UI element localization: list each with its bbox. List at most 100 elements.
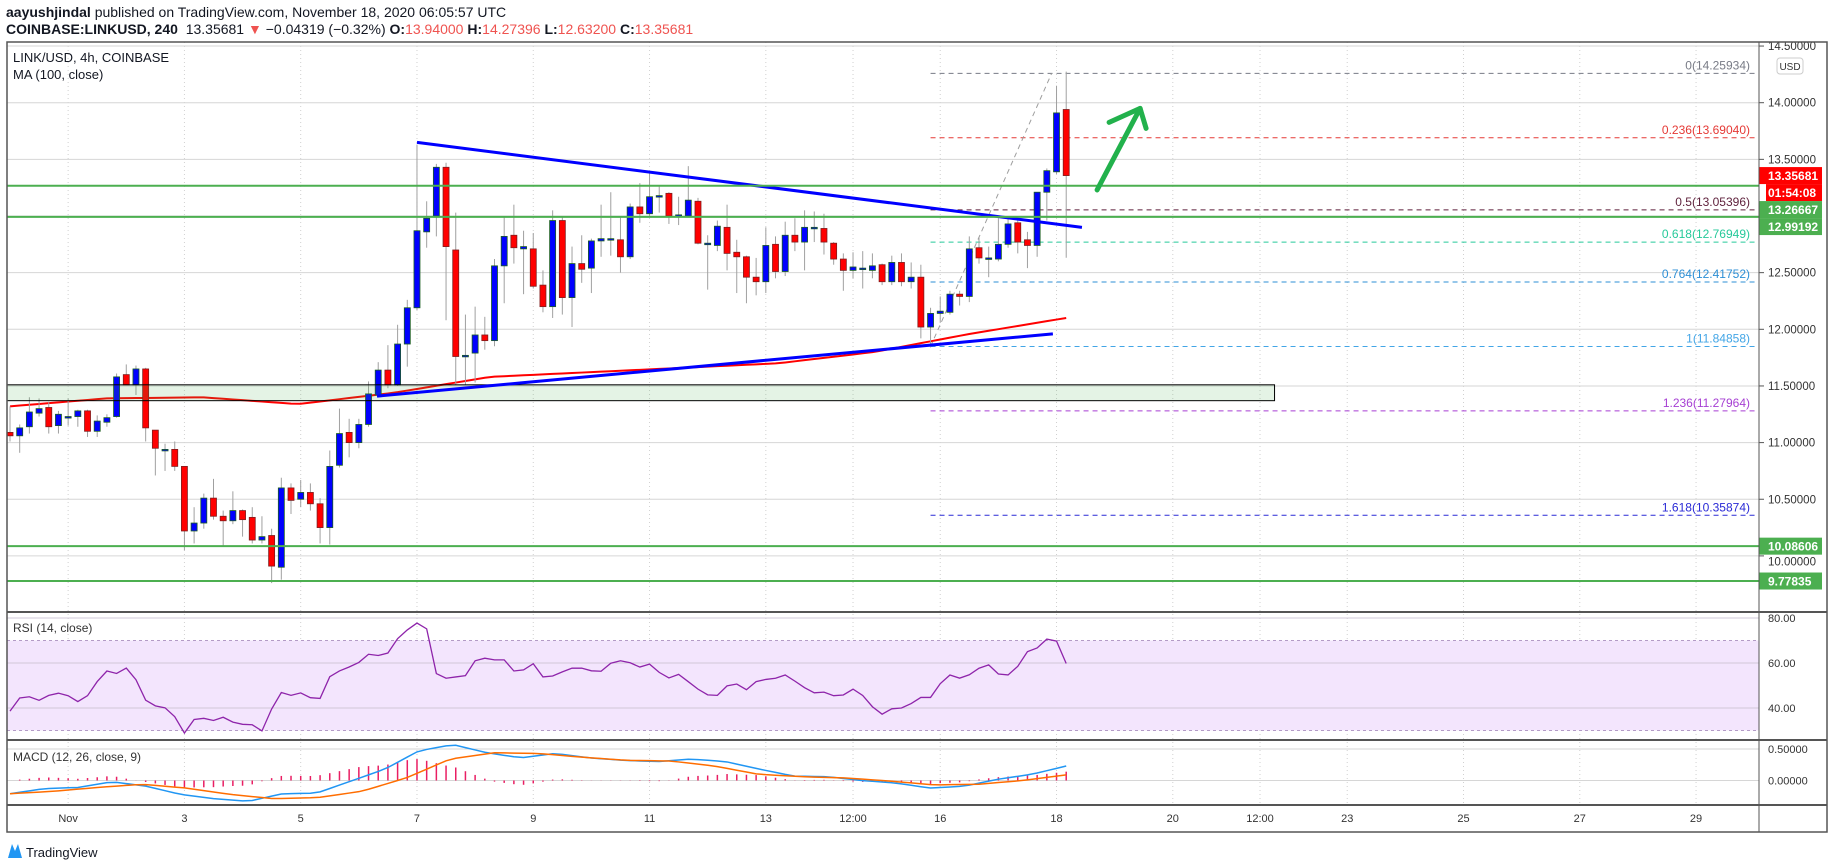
candle-body: [248, 516, 256, 541]
currency-box: [1776, 57, 1804, 75]
candle: [55, 410, 62, 434]
candle-body: [1062, 109, 1070, 176]
candle: [394, 324, 402, 386]
macd-legend: MACD (12, 26, close, 9): [13, 750, 141, 764]
fib-level-label: 1(11.84858): [1686, 331, 1750, 345]
candle: [888, 255, 896, 286]
candle: [917, 264, 925, 339]
price-tick-label: 10.00000: [1768, 557, 1816, 569]
tradingview-logo-text: TradingView: [26, 845, 98, 860]
candle-body: [452, 249, 460, 357]
candle-body: [549, 220, 557, 308]
candle: [403, 299, 411, 367]
publish-info: aayushjindal published on TradingView.co…: [6, 4, 506, 20]
symbol-info: COINBASE:LINKUSD, 240 13.35681 ▼ −0.0431…: [6, 21, 693, 37]
main-pane[interactable]: 0(14.25934) 0.236(13.69040) 0.5(13.05396) 0…: [0, 58, 1759, 584]
green-up-arrow-icon[interactable]: [1094, 105, 1149, 193]
macd-line: [9, 744, 1067, 802]
price-badge-label: 12.99192: [1768, 220, 1818, 234]
open-value: 13.94000: [405, 21, 464, 37]
candle-body: [142, 368, 150, 429]
candle-body: [878, 264, 886, 283]
candle-body: [636, 206, 644, 215]
candle-body: [704, 242, 712, 246]
candle: [723, 204, 731, 271]
candle-body: [365, 393, 372, 425]
candle: [675, 196, 683, 226]
support-zone[interactable]: [0, 384, 1276, 402]
candle: [432, 163, 440, 237]
candle-body: [268, 535, 276, 567]
candle: [597, 204, 605, 257]
candle: [655, 186, 663, 213]
currency-label: USD: [1779, 62, 1800, 73]
candle-body: [617, 239, 624, 258]
price-tick-label: 13.50000: [1768, 154, 1816, 166]
candle-body: [1004, 223, 1012, 245]
candle: [849, 252, 857, 279]
candle: [142, 367, 150, 442]
candle-body: [558, 220, 566, 298]
candle: [1024, 231, 1031, 269]
candle-body: [588, 240, 595, 269]
macd-tick-label: 0.50000: [1768, 744, 1808, 756]
candle-body: [200, 497, 208, 524]
candle: [549, 210, 557, 318]
candle-body: [762, 245, 770, 283]
candle-body: [16, 427, 24, 437]
fib-level-label: 0.764(12.41752): [1662, 267, 1750, 281]
candle: [355, 418, 363, 449]
candle: [248, 507, 256, 544]
candle-body: [956, 293, 964, 297]
candle-body: [74, 410, 82, 417]
candle: [830, 242, 838, 265]
candle: [1014, 218, 1022, 254]
candle: [568, 246, 576, 328]
candle: [713, 220, 721, 252]
candle-body: [810, 226, 818, 230]
candle: [859, 251, 867, 289]
candle: [762, 227, 770, 294]
candle: [588, 238, 595, 294]
candle-body: [510, 234, 518, 249]
price-badge: [1759, 218, 1822, 236]
candle: [1004, 218, 1012, 248]
candle: [462, 314, 469, 385]
candle: [607, 192, 615, 256]
candle: [268, 528, 276, 584]
candle: [684, 166, 692, 218]
price-badge: [1766, 184, 1822, 202]
candle-body: [597, 238, 605, 242]
candle: [781, 221, 789, 277]
time-tick-label: 9: [530, 813, 536, 825]
publisher-name[interactable]: aayushjindal: [6, 4, 91, 20]
candle-body: [985, 257, 993, 260]
price-tick-label: 11.00000: [1768, 438, 1815, 450]
candle-body: [965, 248, 973, 297]
signal-line: [9, 752, 1067, 800]
candle-body: [820, 228, 828, 243]
candle: [1062, 71, 1070, 258]
candle-body: [520, 246, 527, 250]
tradingview-logo[interactable]: TradingView: [8, 844, 98, 860]
candle-body: [93, 420, 101, 432]
candle: [122, 364, 130, 386]
candle: [646, 172, 653, 218]
price-badge: [1759, 572, 1822, 590]
candle-body: [413, 230, 421, 309]
close-value: 13.35681: [634, 21, 694, 37]
candle: [878, 263, 886, 286]
price-tick-label: 11.50000: [1768, 381, 1815, 393]
time-tick-label: 13: [760, 813, 772, 825]
candle: [985, 246, 993, 278]
candle-body: [907, 276, 915, 283]
candle: [239, 509, 246, 537]
candle-body: [229, 510, 237, 522]
candle-body: [607, 238, 615, 241]
candle-body: [791, 234, 799, 243]
candle-body: [151, 429, 159, 449]
candle: [25, 397, 33, 434]
trendline[interactable]: [376, 332, 1054, 398]
candle-body: [316, 503, 324, 528]
